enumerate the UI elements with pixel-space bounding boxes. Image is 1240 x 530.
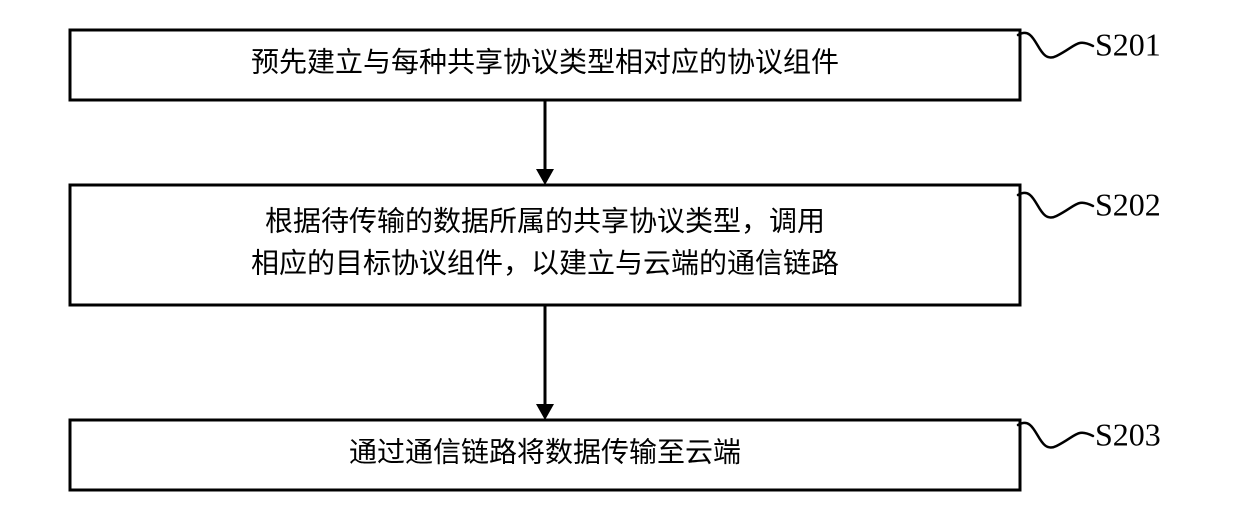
step-label: S201 [1095, 26, 1161, 62]
step-label: S202 [1095, 186, 1161, 222]
flow-node [70, 185, 1020, 305]
flow-node-text: 预先建立与每种共享协议类型相对应的协议组件 [251, 46, 839, 78]
step-label: S203 [1095, 416, 1161, 452]
flow-node-text: 根据待传输的数据所属的共享协议类型，调用 [265, 205, 825, 237]
flow-node-text: 通过通信链路将数据传输至云端 [349, 436, 741, 468]
flow-node-text: 相应的目标协议组件，以建立与云端的通信链路 [251, 247, 839, 279]
